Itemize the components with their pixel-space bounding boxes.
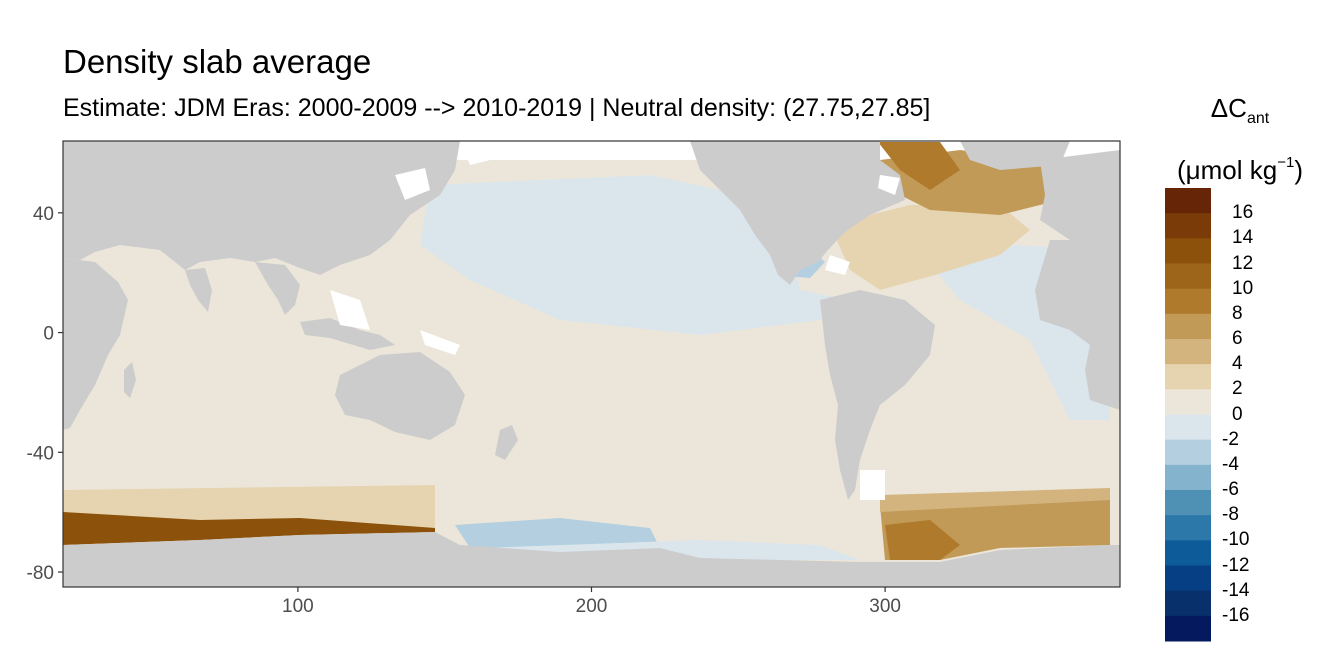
australia-landmass (335, 352, 465, 440)
legend-color-bin (1165, 565, 1211, 592)
legend-label: -8 (1222, 504, 1239, 526)
legend-color-bin (1165, 439, 1211, 466)
legend-unit-sup: −1 (1277, 154, 1295, 171)
y-tick-label: -40 (27, 443, 54, 464)
legend-color-bin (1165, 615, 1211, 642)
west-africa-landmass (1035, 240, 1120, 410)
subtropical-atlantic-field (830, 205, 1030, 290)
legend-label: -6 (1222, 479, 1239, 500)
antarctic-margin-field (63, 512, 435, 545)
legend-label: -10 (1222, 529, 1250, 551)
legend-color-bin (1165, 288, 1211, 315)
legend-color-bin (1165, 540, 1211, 566)
legend-label: -12 (1222, 554, 1250, 576)
y-tick-label: 40 (33, 204, 54, 225)
legend-label: 10 (1232, 277, 1254, 299)
north-america-landmass (690, 141, 905, 285)
hudson-nodata (878, 175, 900, 195)
legend-label: 8 (1232, 302, 1243, 324)
antarctica-landmass (63, 532, 1120, 587)
legend-unit-prefix: (μmol kg (1177, 155, 1278, 185)
labrador-sea-field (878, 142, 960, 190)
x-tick-label: 300 (869, 596, 901, 617)
legend-variable: ΔCant (1160, 86, 1320, 141)
africa-landmass (63, 258, 128, 430)
legend-label: -4 (1222, 453, 1239, 475)
legend-label: 6 (1232, 328, 1243, 349)
x-tick-label: 200 (576, 596, 608, 617)
legend-label: -14 (1222, 579, 1250, 601)
sea-of-okhotsk-nodata (395, 168, 430, 200)
atlantic-sector-fringe (880, 488, 1110, 512)
nodata-patches (330, 141, 900, 500)
y-tick-label: -80 (27, 563, 54, 584)
europe-landmass (1040, 150, 1120, 250)
legend-color-bin (1165, 389, 1211, 415)
legend-color-bin (1165, 464, 1211, 491)
legend-color-bin (1165, 515, 1211, 541)
asia-landmass (63, 141, 460, 275)
weddell-shelf-field (885, 520, 960, 560)
legend-label: 0 (1232, 403, 1243, 425)
pacific-islands-nodata (420, 330, 460, 355)
y-tick-label: 0 (43, 324, 54, 345)
legend-color-bin (1165, 188, 1211, 214)
legend-color-bin (1165, 364, 1211, 390)
legend-title: ΔCant (μmol kg−1) (1160, 86, 1320, 192)
legend-color-bin (1165, 263, 1211, 290)
new-zealand-landmass (495, 425, 518, 460)
legend-label: 16 (1232, 202, 1254, 224)
legend-label: 4 (1232, 353, 1243, 375)
y-axis: 40 0 -40 -80 (27, 204, 63, 584)
drake-nodata (860, 470, 885, 500)
indonesia-nodata (330, 290, 370, 330)
legend-color-bin (1165, 414, 1211, 441)
legend-label: -2 (1222, 428, 1239, 450)
gulf-nodata (825, 255, 850, 275)
x-axis: 100 200 300 (282, 587, 901, 617)
legend-color-bin (1165, 313, 1211, 340)
legend-unit-suffix: ) (1294, 155, 1303, 185)
chart-subtitle: Estimate: JDM Eras: 2000-2009 --> 2010-2… (63, 94, 931, 122)
legend-colorbar (1165, 188, 1211, 642)
land-masses (63, 141, 1120, 587)
chart-title: Density slab average (63, 43, 372, 80)
x-tick-label: 100 (282, 596, 314, 617)
legend-variable-sub: ant (1246, 110, 1270, 127)
arctic-nodata (460, 141, 500, 165)
legend-color-bin (1165, 590, 1211, 617)
south-asia-landmass (185, 262, 300, 315)
south-america-landmass (820, 290, 935, 500)
legend-unit: (μmol kg−1) (1160, 141, 1320, 192)
legend-variable-main: ΔC (1210, 93, 1247, 123)
indonesia-landmass (300, 318, 395, 350)
north-pacific-negative-field (420, 175, 850, 335)
legend-color-bin (1165, 213, 1211, 239)
legend-color-bin (1165, 238, 1211, 264)
legend-label: 12 (1232, 252, 1254, 274)
legend-label: 2 (1232, 378, 1243, 400)
legend-color-bin (1165, 339, 1211, 365)
legend-label: 14 (1232, 227, 1254, 249)
legend-color-bin (1165, 490, 1211, 516)
legend-label: -16 (1222, 604, 1250, 626)
madagascar-landmass (124, 362, 136, 398)
